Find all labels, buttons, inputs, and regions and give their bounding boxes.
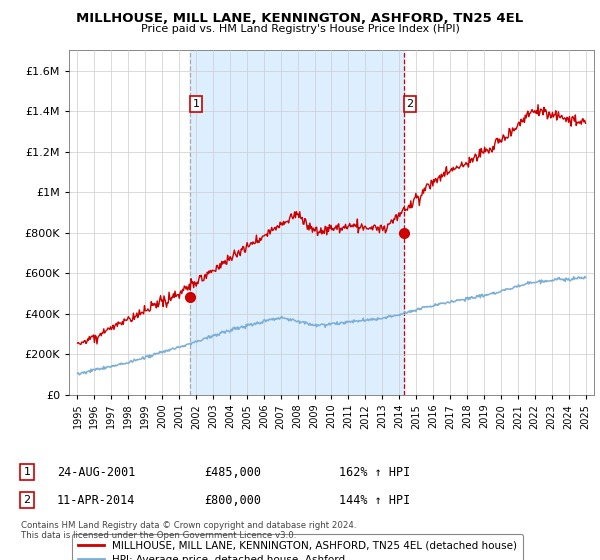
Text: 24-AUG-2001: 24-AUG-2001 (57, 465, 136, 479)
Text: 2: 2 (23, 495, 31, 505)
Text: Contains HM Land Registry data © Crown copyright and database right 2024.
This d: Contains HM Land Registry data © Crown c… (21, 521, 356, 540)
Legend: MILLHOUSE, MILL LANE, KENNINGTON, ASHFORD, TN25 4EL (detached house), HPI: Avera: MILLHOUSE, MILL LANE, KENNINGTON, ASHFOR… (71, 534, 523, 560)
Text: 1: 1 (23, 467, 31, 477)
Text: 162% ↑ HPI: 162% ↑ HPI (339, 465, 410, 479)
Text: MILLHOUSE, MILL LANE, KENNINGTON, ASHFORD, TN25 4EL: MILLHOUSE, MILL LANE, KENNINGTON, ASHFOR… (76, 12, 524, 25)
Text: 11-APR-2014: 11-APR-2014 (57, 493, 136, 507)
Text: Price paid vs. HM Land Registry's House Price Index (HPI): Price paid vs. HM Land Registry's House … (140, 24, 460, 34)
Text: £485,000: £485,000 (204, 465, 261, 479)
Text: 2: 2 (407, 99, 413, 109)
Text: £800,000: £800,000 (204, 493, 261, 507)
Text: 144% ↑ HPI: 144% ↑ HPI (339, 493, 410, 507)
Bar (190, 50, 404, 395)
Text: 1: 1 (193, 99, 200, 109)
